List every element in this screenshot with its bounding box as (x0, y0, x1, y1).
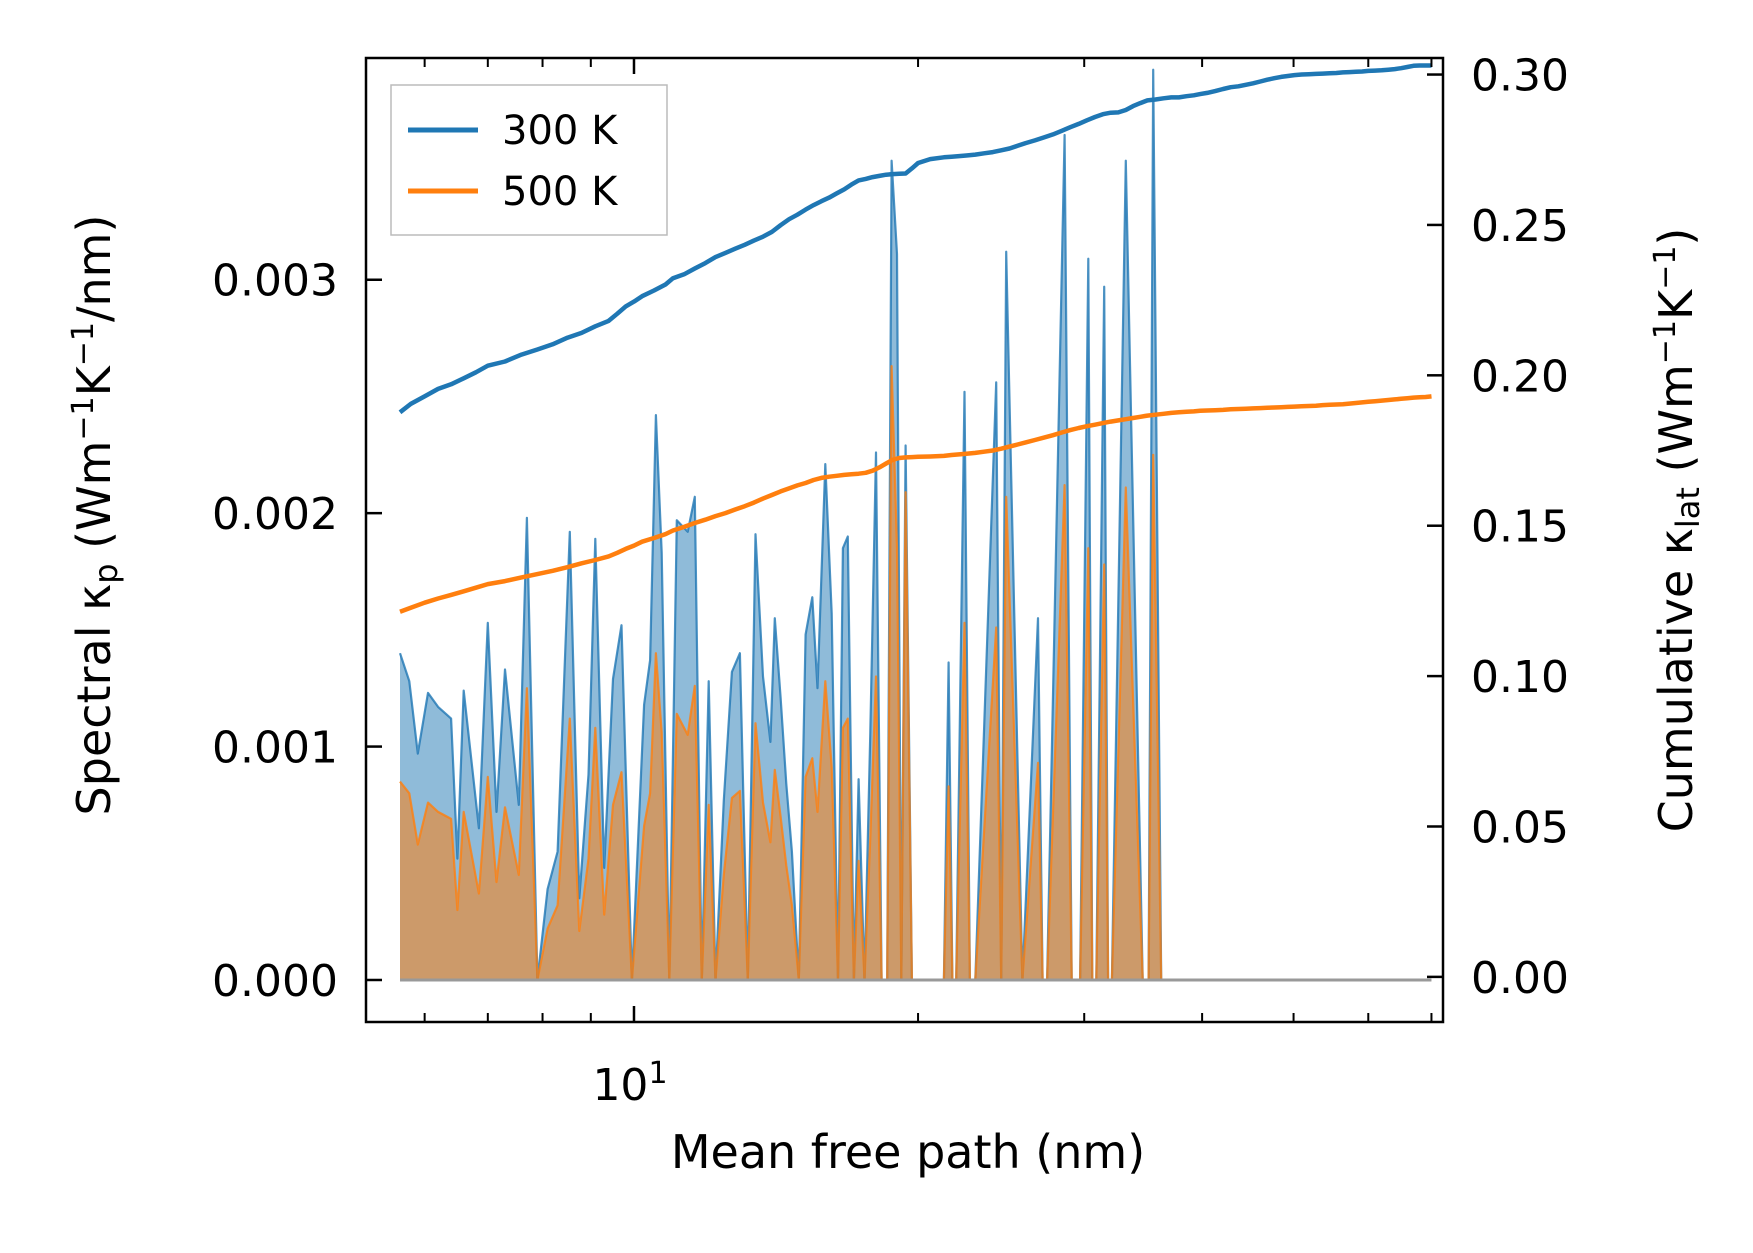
y-axis-label-left: Spectral κp (Wm−1K−1/nm) (66, 215, 126, 816)
axes: 101 0.000 0.001 0.002 0.003 0.00 0.05 0.10 0.15 0… (212, 51, 1569, 1111)
x-tick-label: 101 (592, 1056, 667, 1112)
y-right-tick-label: 0.00 (1471, 953, 1569, 1004)
y-right-tick-label: 0.30 (1471, 51, 1569, 102)
y-right-tick-label: 0.20 (1471, 351, 1569, 402)
cumulative-lines (398, 63, 1432, 614)
y-left-tick-label: 0.003 (212, 256, 338, 307)
cumulative-line-300k (398, 63, 1432, 415)
legend-box (390, 84, 668, 236)
y-right-tick-label: 0.25 (1471, 201, 1569, 252)
plot-frame (364, 56, 1445, 1024)
spectral-line-500k (399, 365, 1163, 982)
y-right-tick-label: 0.05 (1471, 802, 1569, 853)
y-left-tick-label: 0.002 (212, 489, 338, 540)
legend: 300 K 500 K (390, 84, 668, 236)
spectral-line-300k (398, 68, 1163, 982)
legend-label-500k: 500 K (502, 169, 619, 215)
y-axis-label-right: Cumulative κlat (Wm−1K−1) (1648, 228, 1708, 833)
y-left-tick-label: 0.000 (212, 956, 338, 1007)
cumulative-line-500k (399, 394, 1432, 614)
legend-label-300k: 300 K (502, 108, 619, 154)
y-right-tick-label: 0.15 (1471, 502, 1569, 553)
y-left-tick-label: 0.001 (212, 723, 338, 774)
y-right-tick-label: 0.10 (1471, 652, 1569, 703)
spectral-fill-300k (400, 69, 1162, 980)
spectral-fill-500k (400, 366, 1162, 981)
x-axis-label: Mean free path (nm) (671, 1125, 1145, 1179)
spectral-lines (398, 68, 1432, 982)
